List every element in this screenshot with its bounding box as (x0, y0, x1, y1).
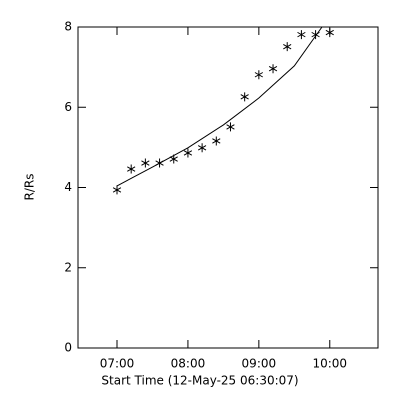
y-tick-label: 6 (64, 100, 72, 114)
x-tick-label: 09:00 (242, 357, 277, 371)
x-tick-label: 08:00 (171, 357, 206, 371)
data-point (226, 122, 235, 132)
data-point (268, 64, 278, 74)
y-axis-label: R/Rs (23, 174, 37, 201)
x-tick-label: 07:00 (100, 357, 135, 371)
y-tick-label: 0 (64, 341, 72, 355)
x-tick-label: 10:00 (312, 357, 347, 371)
data-point (197, 143, 207, 153)
data-point (254, 70, 263, 80)
y-tick-label: 2 (64, 260, 72, 274)
data-point (283, 42, 292, 52)
fit-line (116, 26, 323, 187)
data-point (240, 92, 249, 102)
data-point (127, 164, 136, 174)
data-point (112, 185, 122, 195)
data-point (297, 30, 306, 40)
plot-frame (77, 26, 379, 349)
data-point (141, 158, 150, 168)
y-tick-label: 4 (64, 180, 72, 194)
x-axis-label: Start Time (12-May-25 06:30:07) (101, 374, 298, 388)
data-point (183, 148, 193, 158)
data-point (325, 28, 334, 38)
y-tick-label: 8 (64, 20, 72, 34)
data-point (212, 136, 221, 146)
